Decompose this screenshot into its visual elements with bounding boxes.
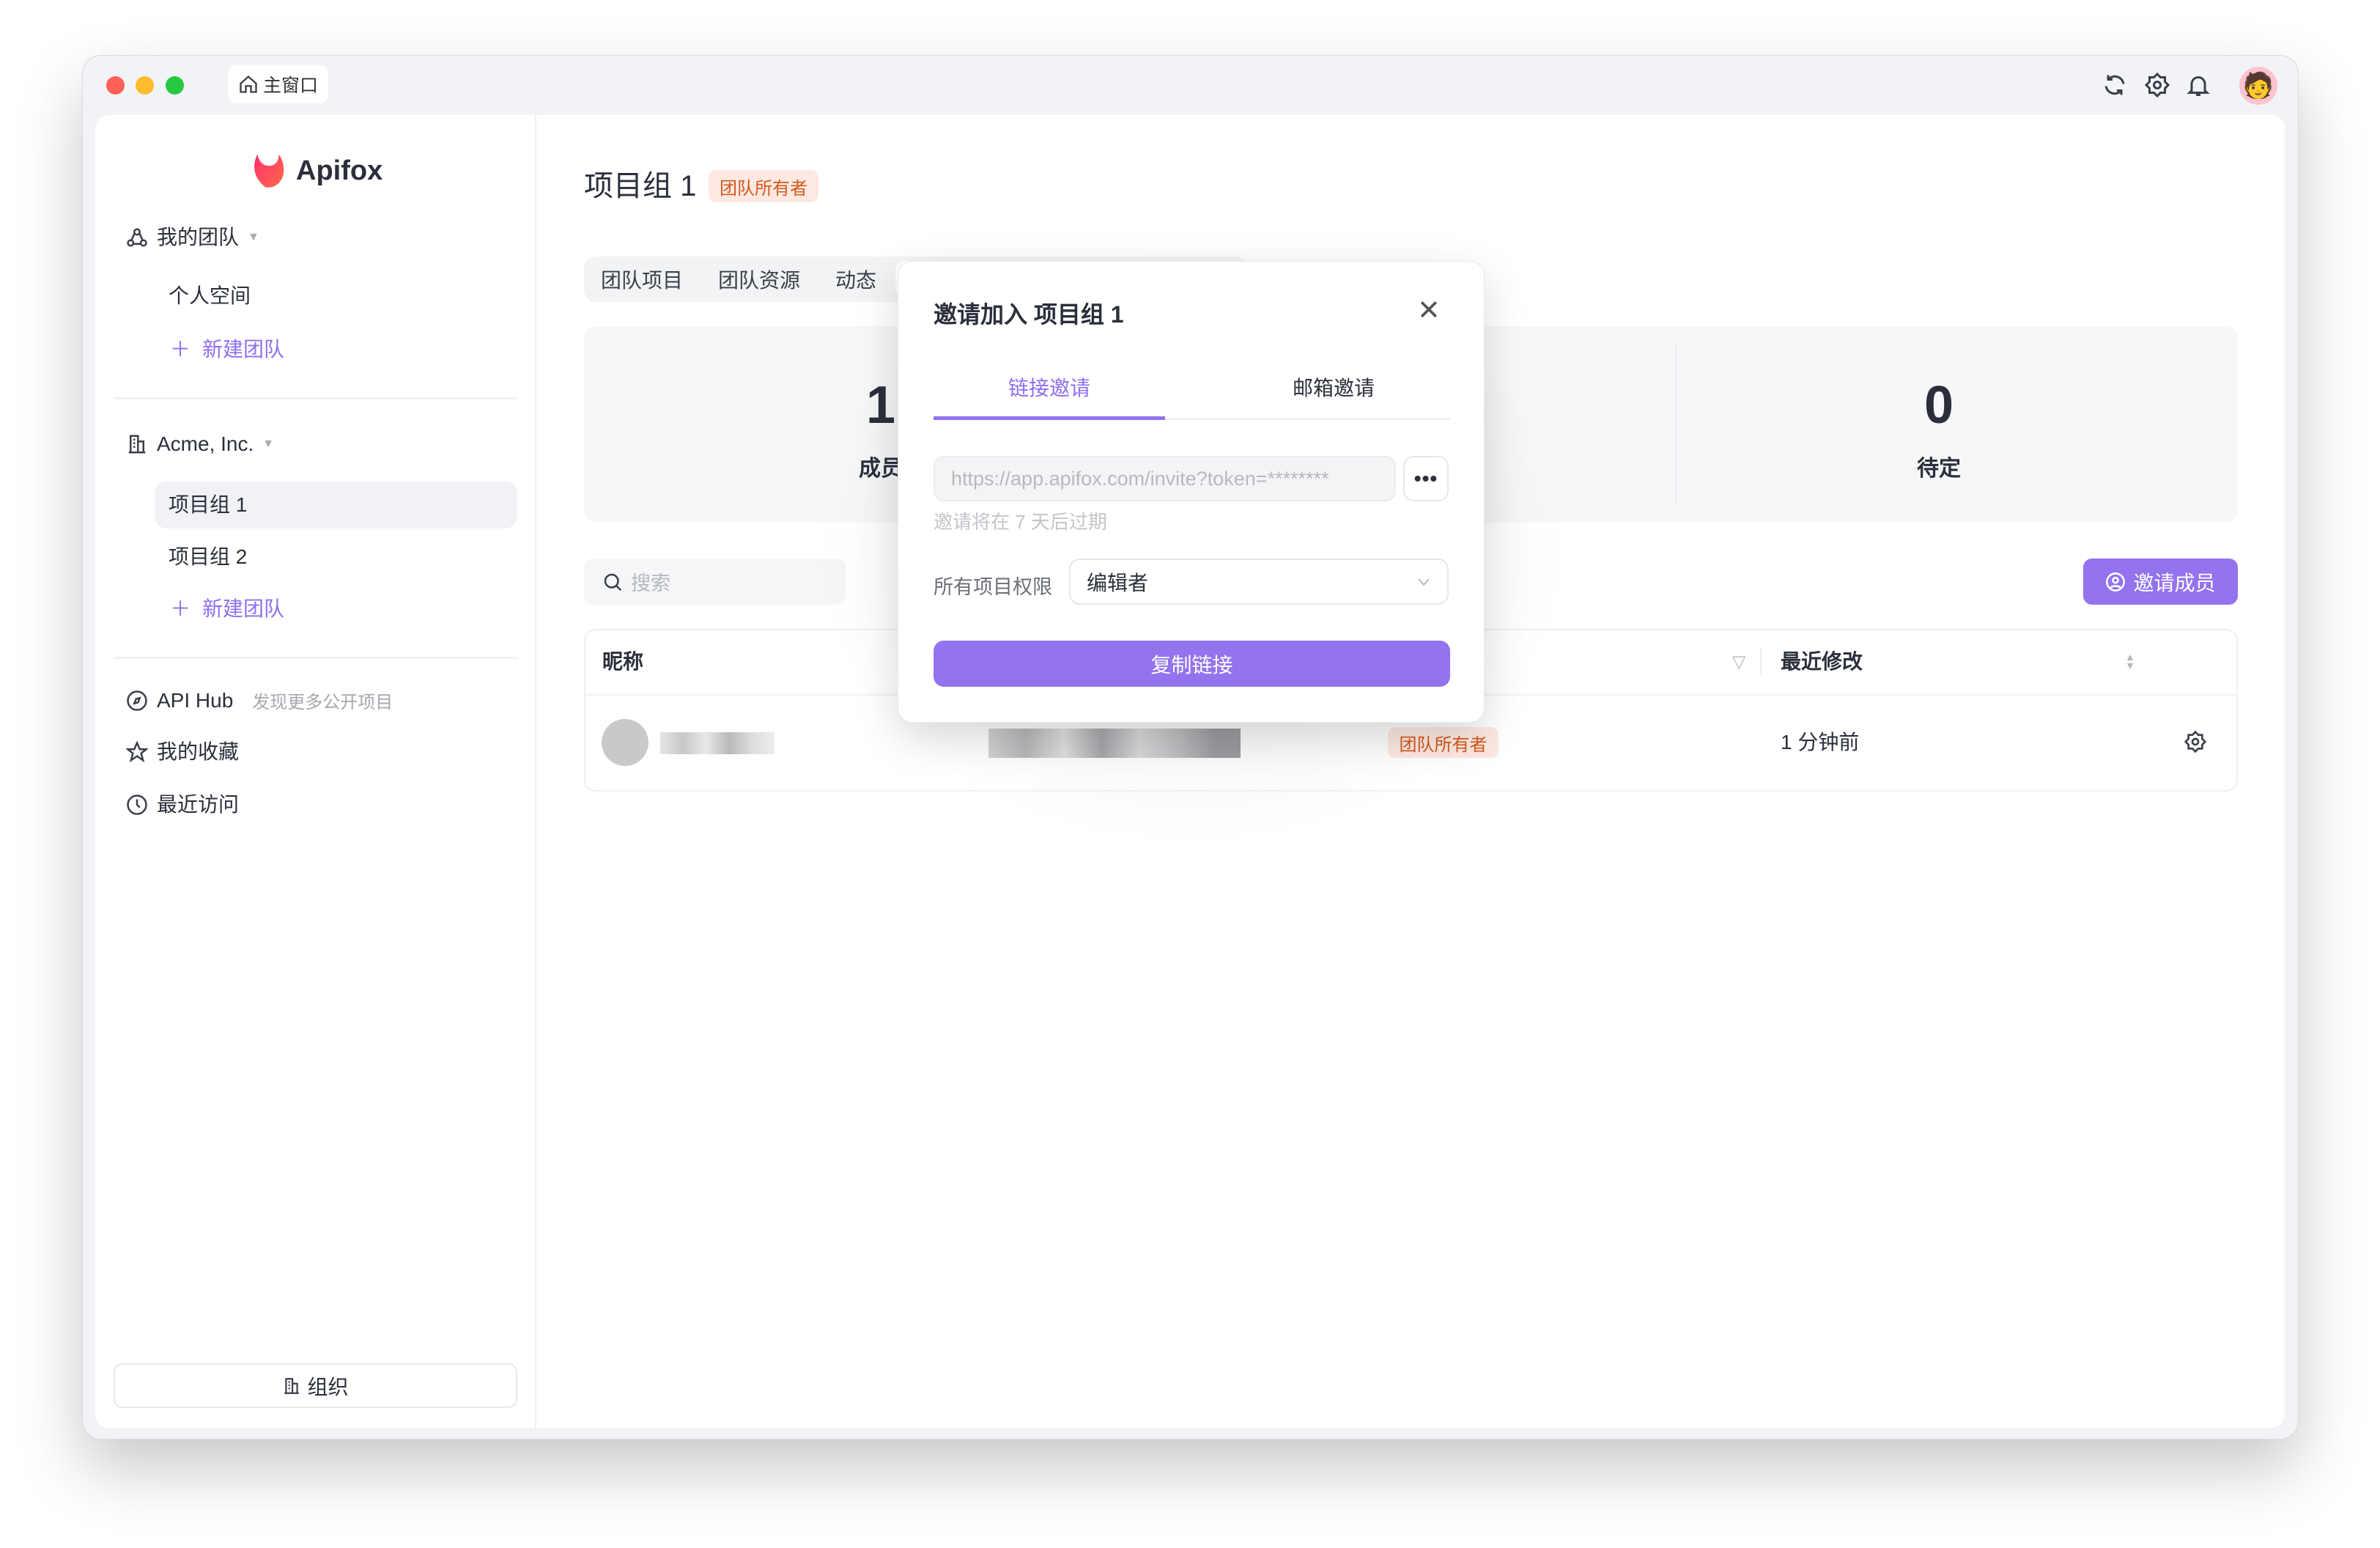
recent-label: 最近访问 (157, 793, 240, 816)
team-icon (127, 228, 147, 247)
organization-button-label: 组织 (307, 1375, 349, 1398)
member-role-badge: 团队所有者 (1388, 727, 1498, 758)
pending-label: 待定 (1917, 457, 1961, 481)
api-hub-hint: 发现更多公开项目 (252, 693, 393, 712)
modal-title: 邀请加入 项目组 1 (934, 301, 1124, 328)
column-divider (1760, 648, 1762, 676)
members-label: 成员 (771, 450, 991, 482)
invite-member-label: 邀请成员 (2133, 571, 2216, 594)
modal-tabs-divider (934, 418, 1450, 420)
tab-activity[interactable]: 动态 (835, 257, 876, 302)
caret-down-icon: ▼ (262, 438, 275, 450)
org-name: Acme, Inc. (157, 432, 254, 455)
sort-icon[interactable]: ▲ ▼ (2125, 651, 2135, 671)
members-count: 1 (771, 375, 991, 435)
search-icon (604, 573, 622, 591)
sidebar-divider-1 (114, 397, 517, 399)
apifox-logo-icon (254, 154, 284, 188)
member-name-redacted (660, 732, 775, 754)
close-icon[interactable]: ✕ (1417, 295, 1441, 326)
star-icon (126, 741, 148, 763)
member-search-input[interactable]: 搜索 (584, 559, 846, 605)
new-team-label: 新建团队 (202, 597, 285, 620)
member-last-modified: 1 分钟前 (1781, 731, 1860, 753)
sidebar-divider (535, 115, 536, 1428)
sidebar-item-personal-space[interactable]: 个人空间 (169, 284, 251, 307)
org-dropdown[interactable]: Acme, Inc. ▼ (126, 433, 274, 455)
permission-value: 编辑者 (1087, 571, 1149, 594)
favorites-label: 我的收藏 (157, 740, 240, 763)
expiry-note: 邀请将在 7 天后过期 (934, 511, 1107, 533)
tab-team-projects[interactable]: 团队项目 (601, 269, 684, 292)
bell-icon[interactable] (2185, 72, 2211, 98)
column-last-modified[interactable]: 最近修改 (1781, 650, 1863, 673)
invite-member-button[interactable]: 邀请成员 (2083, 559, 2238, 605)
new-team-button-1[interactable]: ＋ 新建团队 (170, 339, 284, 360)
api-hub-label: API Hub (157, 688, 234, 712)
column-nickname: 昵称 (602, 650, 644, 673)
member-email-redacted (988, 729, 1241, 758)
my-team-dropdown[interactable]: 我的团队 ▼ (126, 226, 259, 248)
settings-gear-icon[interactable] (2144, 72, 2170, 98)
page-title: 项目组 1 (584, 170, 697, 202)
sidebar-divider-2 (114, 657, 517, 659)
pending-count: 0 (1923, 376, 1954, 435)
clock-icon (127, 795, 147, 815)
permission-label: 所有项目权限 (934, 576, 1052, 598)
building-icon (284, 1377, 300, 1394)
organization-button[interactable]: 组织 (114, 1363, 517, 1408)
plus-icon: ＋ (170, 597, 191, 620)
search-placeholder: 搜索 (631, 572, 670, 594)
sidebar-item-recent[interactable]: 最近访问 (126, 794, 239, 816)
user-circle-icon (2106, 572, 2126, 591)
chevron-down-icon (1418, 578, 1430, 586)
user-avatar[interactable]: 🧑 (2239, 67, 2277, 105)
new-team-label: 新建团队 (202, 338, 285, 361)
minimize-window-button[interactable] (136, 76, 154, 95)
filter-icon[interactable]: ▽ (1732, 652, 1746, 672)
tab-team-resources[interactable]: 团队资源 (718, 269, 801, 292)
permission-select[interactable]: 编辑者 (1069, 559, 1449, 605)
main-window-tab-label: 主窗口 (262, 75, 318, 96)
apifox-logo: Apifox (249, 151, 382, 191)
stats-divider (1675, 344, 1677, 504)
maximize-window-button[interactable] (166, 76, 184, 95)
my-team-label: 我的团队 (157, 226, 240, 248)
caret-down-icon: ▼ (248, 231, 259, 243)
sidebar-item-api-hub[interactable]: API Hub 发现更多公开项目 (126, 688, 393, 713)
building-icon (128, 435, 146, 454)
member-settings-gear-icon[interactable] (2184, 730, 2207, 757)
member-avatar (602, 719, 648, 766)
compass-icon (127, 690, 147, 711)
home-icon (240, 75, 257, 93)
main-window-tab[interactable]: 主窗口 (228, 65, 328, 103)
close-window-button[interactable] (106, 76, 125, 95)
sidebar-item-group-1-selected-bg (155, 482, 517, 528)
sidebar-item-group-1[interactable]: 项目组 1 (169, 493, 248, 516)
invite-link-input[interactable]: https://app.apifox.com/invite?token=****… (934, 456, 1396, 501)
sidebar-item-group-2[interactable]: 项目组 2 (169, 545, 248, 568)
plus-icon: ＋ (170, 338, 191, 361)
tab-email-invite[interactable]: 邮箱邀请 (1292, 377, 1375, 399)
sync-icon[interactable] (2102, 72, 2128, 98)
logo-text: Apifox (296, 155, 383, 186)
tab-link-invite[interactable]: 链接邀请 (1008, 377, 1090, 399)
role-badge: 团队所有者 (709, 170, 818, 202)
active-tab-indicator (934, 416, 1165, 420)
copy-link-button[interactable]: 复制链接 (934, 641, 1450, 687)
more-options-button[interactable]: ••• (1403, 456, 1449, 501)
new-team-button-2[interactable]: ＋ 新建团队 (170, 599, 284, 619)
sidebar-item-favorites[interactable]: 我的收藏 (126, 741, 239, 763)
